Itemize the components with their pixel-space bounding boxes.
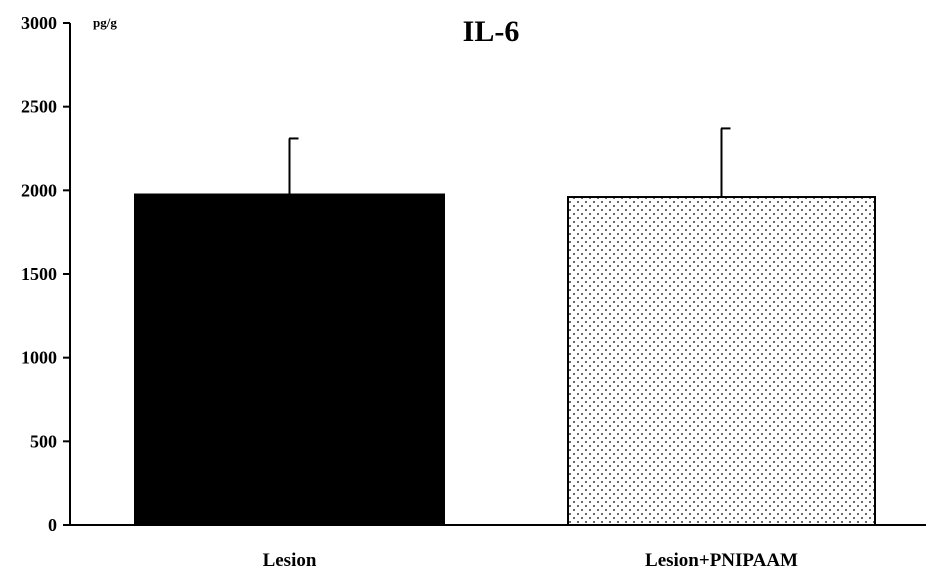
chart-title: IL-6 bbox=[463, 15, 520, 48]
y-tick-label-1000: 1000 bbox=[21, 348, 57, 368]
bar-lesion-pnipaam bbox=[568, 197, 875, 525]
y-axis-ticks: 0 500 1000 1500 2000 2500 3000 bbox=[21, 13, 70, 535]
bar-group bbox=[135, 195, 875, 525]
y-tick-label-3000: 3000 bbox=[21, 13, 57, 33]
bar-lesion bbox=[135, 195, 444, 525]
x-category-label-0: Lesion bbox=[263, 550, 317, 571]
x-axis-labels: Lesion Lesion+PNIPAAM bbox=[263, 550, 798, 571]
y-tick-label-500: 500 bbox=[30, 431, 57, 451]
y-tick-label-2000: 2000 bbox=[21, 180, 57, 200]
y-axis-unit-label: pg/g bbox=[93, 15, 117, 30]
error-bar-group bbox=[289, 128, 731, 197]
x-category-label-1: Lesion+PNIPAAM bbox=[645, 550, 798, 571]
y-tick-label-0: 0 bbox=[48, 515, 57, 535]
y-tick-label-2500: 2500 bbox=[21, 97, 57, 117]
y-tick-label-1500: 1500 bbox=[21, 264, 57, 284]
